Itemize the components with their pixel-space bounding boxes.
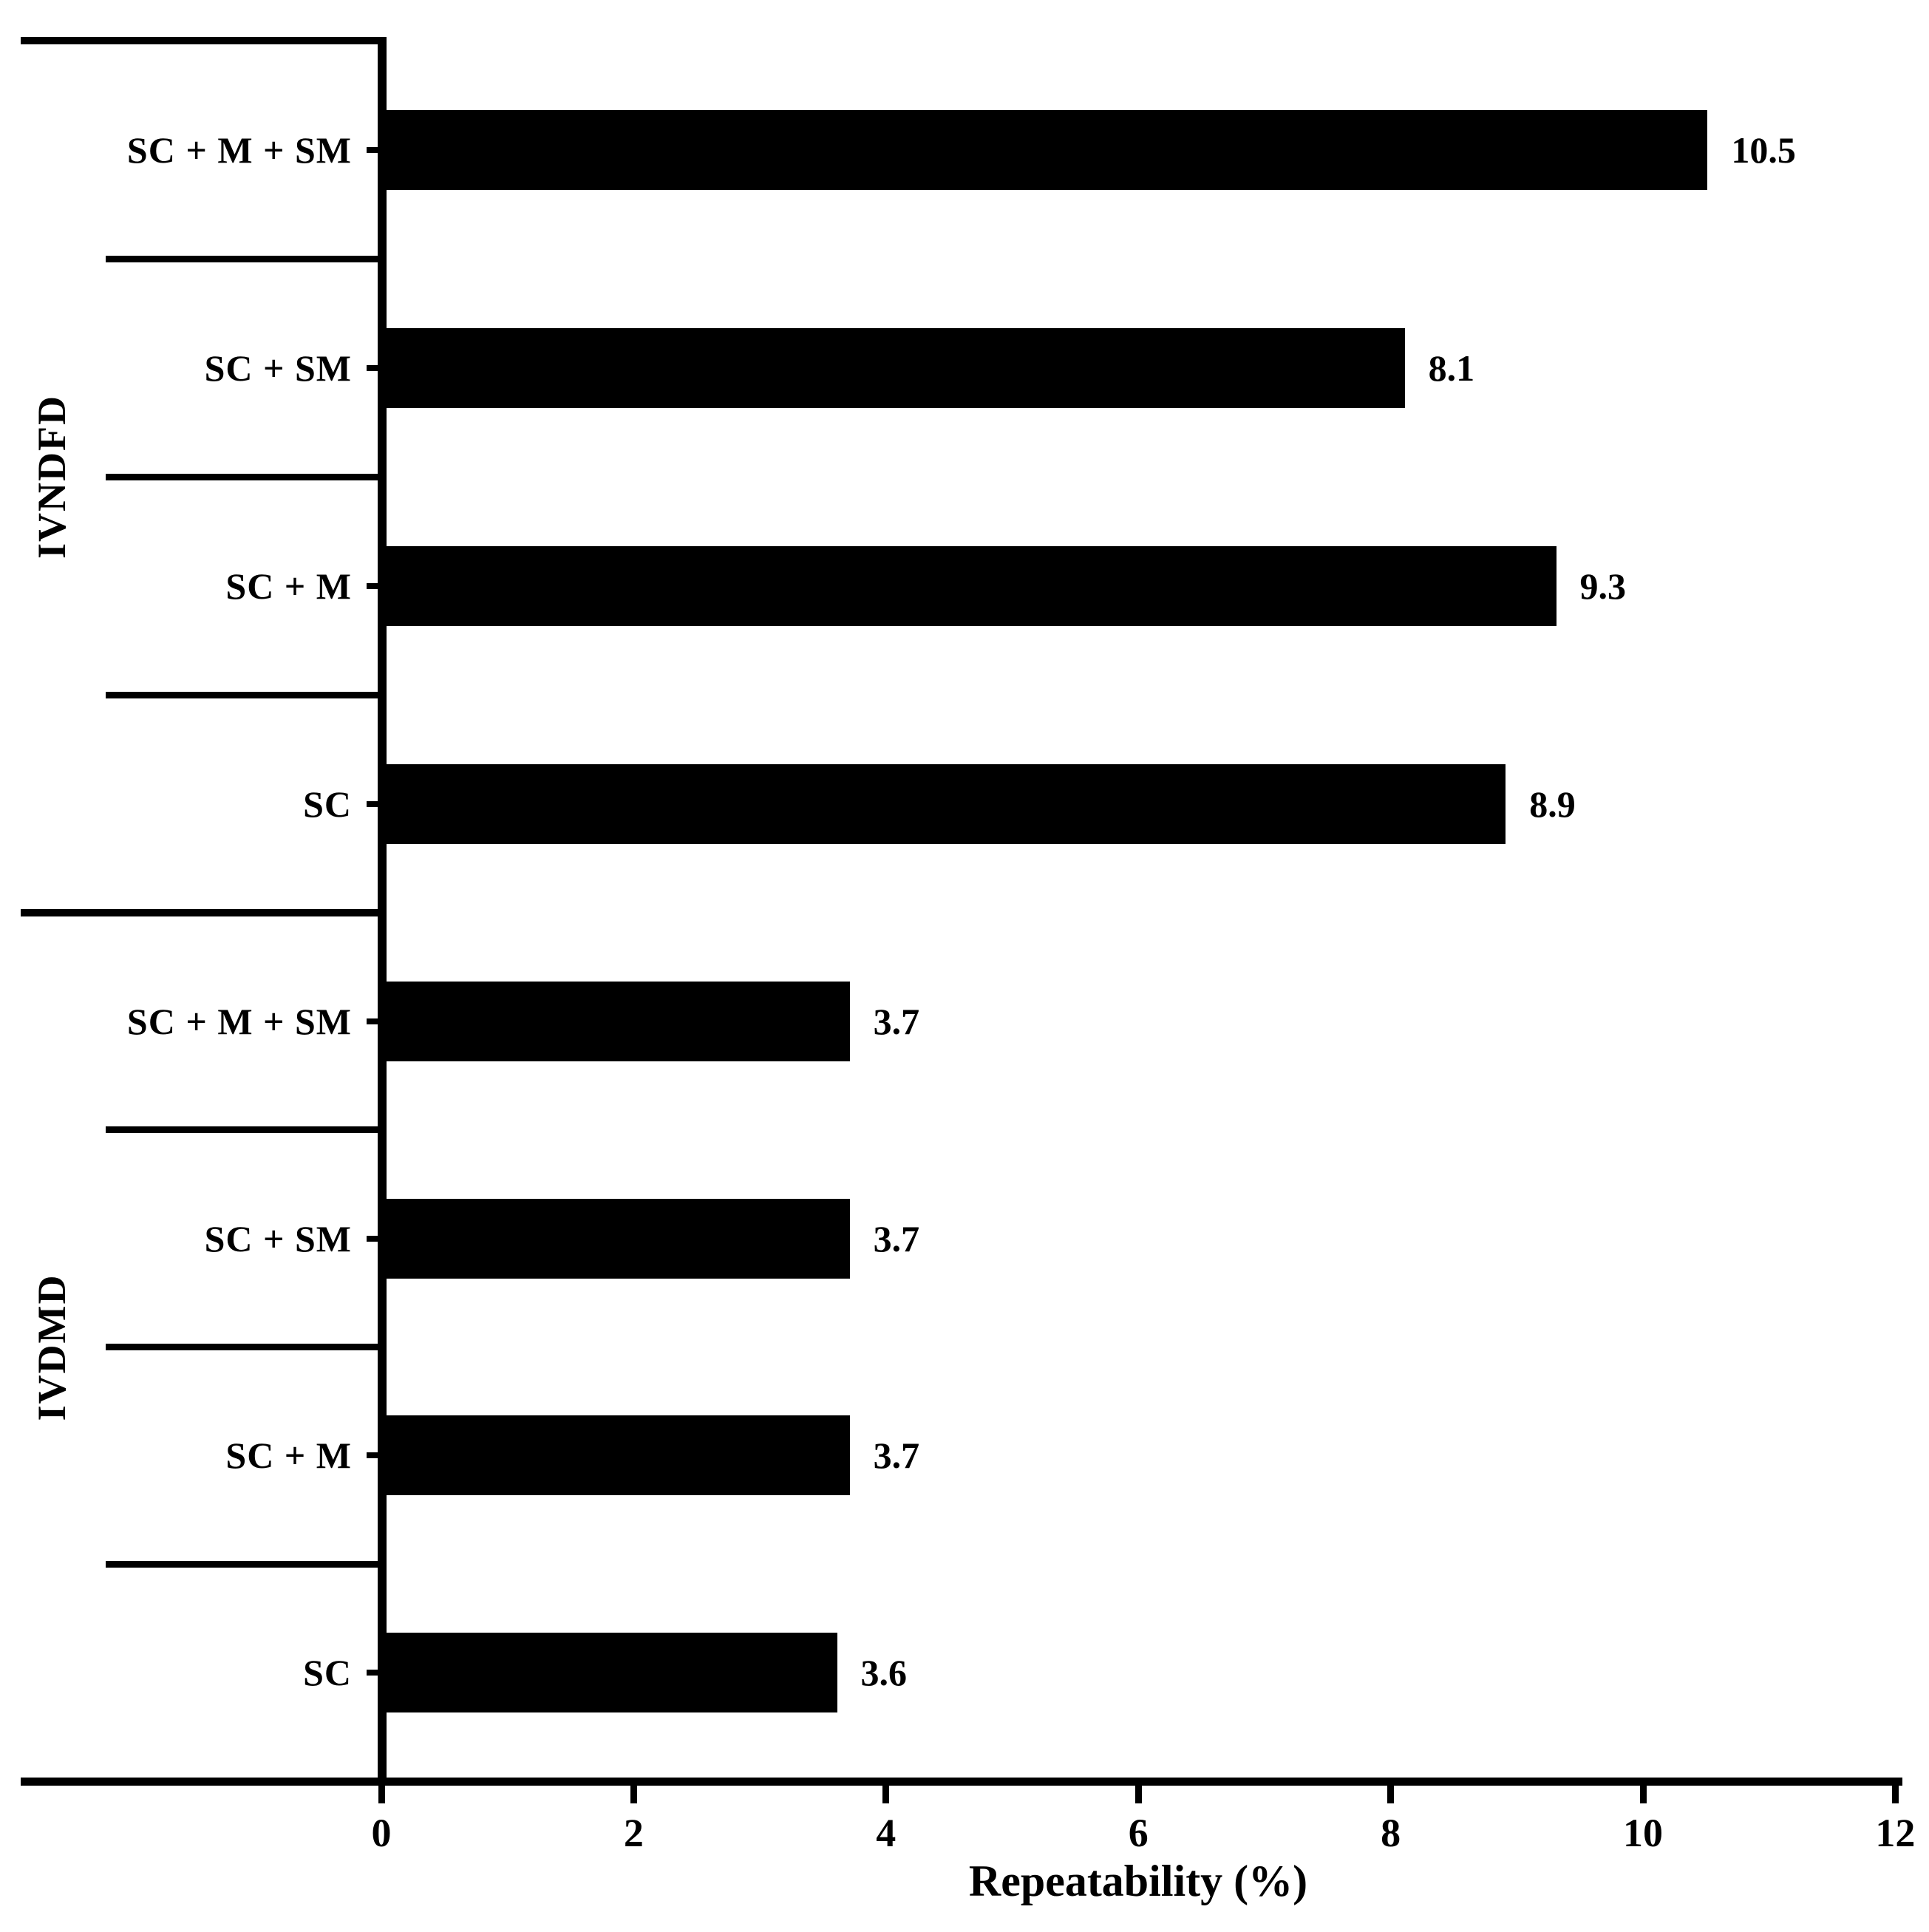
bar [383, 1198, 850, 1279]
category-divider-line [106, 1560, 386, 1568]
category-label: SC + M + SM [126, 129, 352, 171]
group-separator-line [21, 909, 386, 916]
bar [383, 109, 1708, 190]
bar [383, 763, 1506, 844]
bar [383, 545, 1557, 626]
category-label: SC + SM [204, 347, 352, 389]
x-axis-tick [630, 1786, 637, 1803]
value-axis-line [21, 1778, 1902, 1786]
x-axis-tick-label: 10 [1623, 1811, 1663, 1855]
group-label-ivdmd: IVDMD [30, 1273, 74, 1421]
category-label: SC [303, 1652, 352, 1694]
x-axis-tick [1639, 1786, 1647, 1803]
group-label-ivndfd: IVNDFD [30, 395, 74, 559]
bar [383, 327, 1405, 408]
x-axis-tick [882, 1786, 890, 1803]
bar-value-label: 3.7 [873, 1435, 920, 1477]
category-tick [367, 1670, 384, 1676]
x-axis-tick-label: 8 [1381, 1811, 1401, 1855]
category-tick [367, 364, 384, 371]
bar-value-label: 3.7 [873, 1217, 920, 1259]
category-divider-line [106, 691, 386, 698]
category-divider-line [106, 1126, 386, 1134]
category-tick [367, 1235, 384, 1242]
x-axis-tick-label: 0 [371, 1811, 392, 1855]
x-axis-tick [1387, 1786, 1395, 1803]
x-axis-tick [378, 1786, 385, 1803]
group-separator-line [21, 37, 386, 44]
category-label: SC + M [225, 1435, 352, 1477]
x-axis-tick-label: 2 [623, 1811, 644, 1855]
category-label: SC + M + SM [126, 1000, 352, 1042]
category-tick [367, 800, 384, 807]
bar-value-label: 9.3 [1579, 565, 1627, 607]
bar-value-label: 3.7 [873, 1000, 920, 1042]
x-axis-tick-label: 12 [1875, 1811, 1916, 1855]
category-label: SC + M [225, 565, 352, 607]
category-tick [367, 1452, 384, 1459]
category-label: SC [303, 783, 352, 825]
x-axis-tick [1134, 1786, 1142, 1803]
bar-value-label: 3.6 [860, 1652, 908, 1694]
bar-value-label: 8.1 [1428, 347, 1475, 389]
x-axis-tick-label: 6 [1128, 1811, 1149, 1855]
category-tick [367, 582, 384, 589]
category-tick [367, 1018, 384, 1024]
category-divider-line [106, 473, 386, 480]
x-axis-tick-label: 4 [876, 1811, 897, 1855]
bar-value-label: 8.9 [1529, 783, 1576, 825]
bar-value-label: 10.5 [1731, 129, 1796, 171]
bar [383, 981, 850, 1061]
category-tick [367, 146, 384, 153]
category-label: SC + SM [204, 1217, 352, 1259]
bar [383, 1633, 837, 1713]
category-divider-line [106, 1344, 386, 1350]
category-divider-line [106, 255, 386, 262]
bar [383, 1415, 850, 1496]
x-axis-title: Repeatability (%) [968, 1857, 1308, 1905]
x-axis-tick [1891, 1786, 1899, 1803]
